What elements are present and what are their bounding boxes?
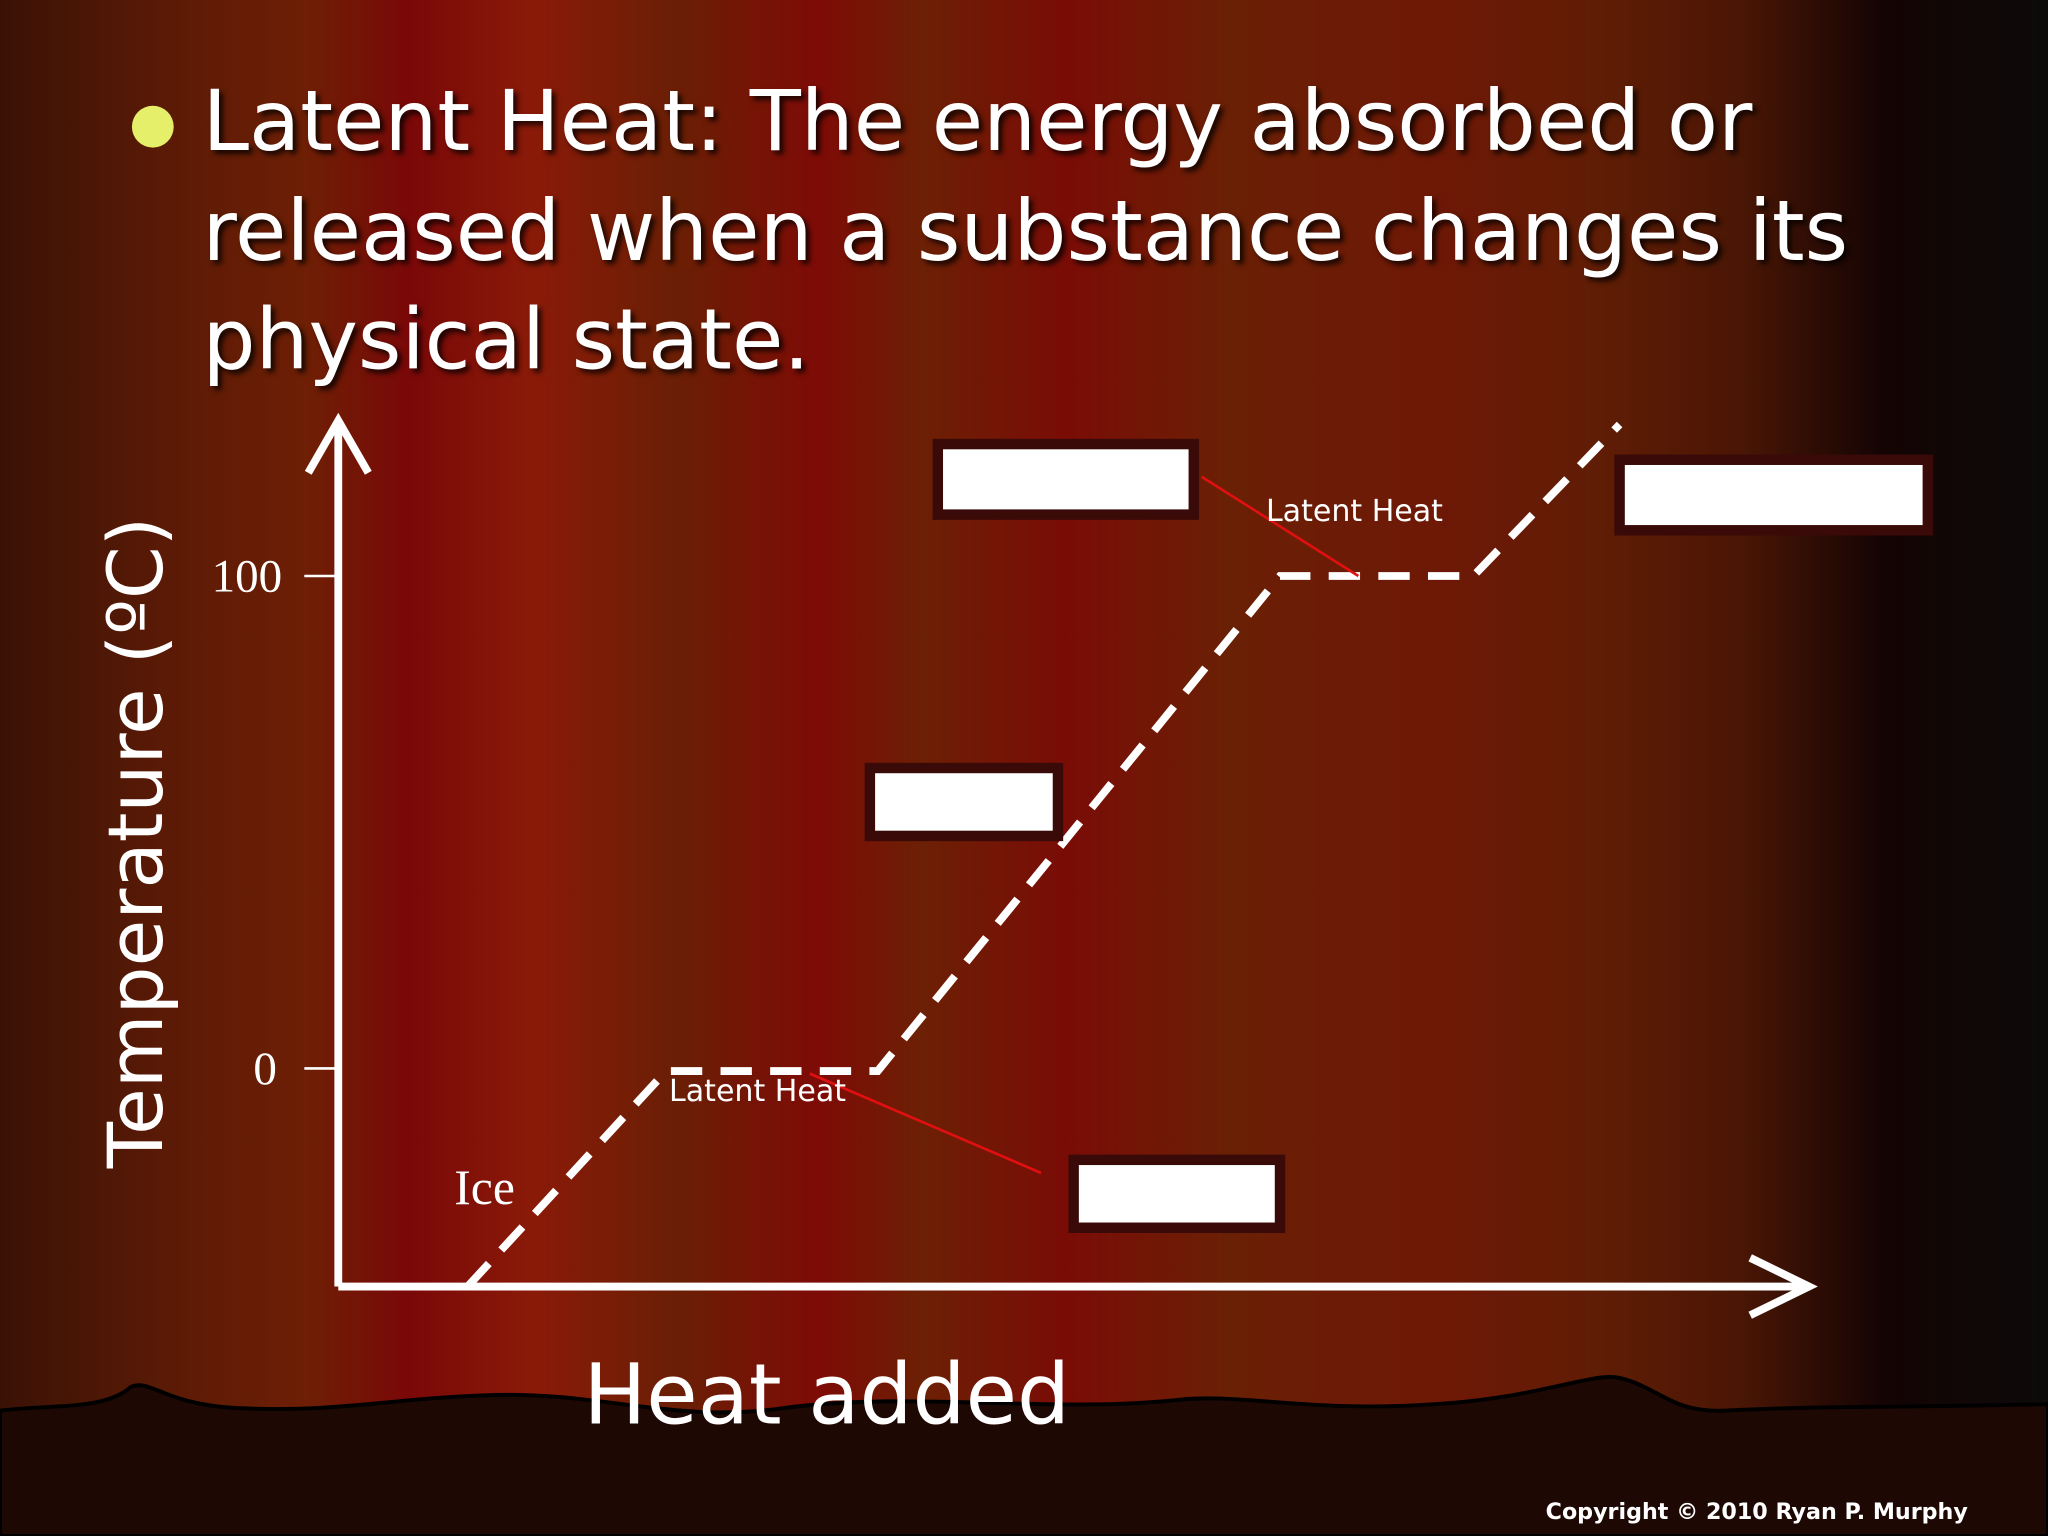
pointer-line xyxy=(1200,475,1360,578)
copyright: Copyright © 2010 Ryan P. Murphy xyxy=(1546,1499,1969,1525)
latent-heat-label: Latent Heat xyxy=(1266,494,1443,529)
blank-box xyxy=(1614,454,1934,536)
ice-label: Ice xyxy=(454,1160,515,1215)
pointer-line xyxy=(809,1072,1042,1175)
axes xyxy=(304,412,1818,1319)
heating-curve xyxy=(464,421,1623,1290)
blank-boxes xyxy=(864,438,1934,1233)
ground-silhouette xyxy=(0,1375,2048,1536)
tick-label: 100 xyxy=(212,551,283,603)
blank-box xyxy=(1068,1154,1286,1233)
x-axis-label: Heat added xyxy=(583,1346,1070,1444)
bullet-dot xyxy=(131,105,174,148)
bullet-line: Latent Heat: The energy absorbed or xyxy=(202,72,1753,170)
bullet-line: physical state. xyxy=(202,290,810,388)
y-axis-label: Temperature (ºC) xyxy=(92,517,180,1170)
bullet-line: released when a substance changes its xyxy=(202,182,1848,280)
graph: Temperature (ºC) Heat added 100 0 Latent… xyxy=(92,412,1934,1444)
tick-label: 0 xyxy=(253,1043,277,1095)
blank-box xyxy=(932,438,1200,520)
bullet-text: Latent Heat: The energy absorbed or rele… xyxy=(202,72,1848,388)
latent-heat-label: Latent Heat xyxy=(669,1074,846,1109)
blank-box xyxy=(864,762,1064,842)
